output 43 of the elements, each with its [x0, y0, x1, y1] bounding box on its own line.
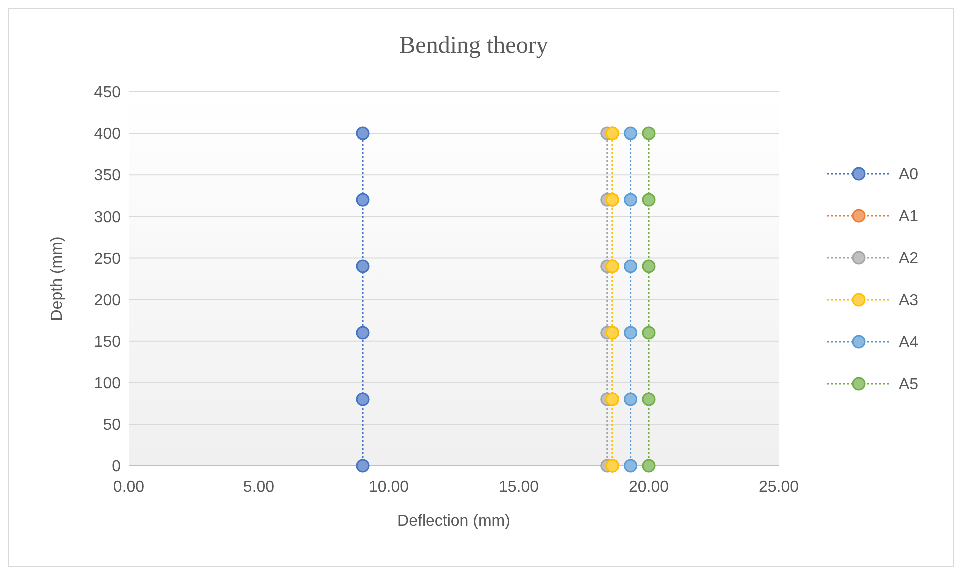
point	[356, 392, 370, 406]
point	[624, 326, 638, 340]
x-tick-label: 25.00	[758, 479, 800, 496]
point	[356, 260, 370, 274]
point	[356, 326, 370, 340]
y-tick-label: 0	[112, 458, 122, 476]
x-tick-label: 15.00	[498, 479, 540, 496]
x-tick-label: 5.00	[243, 479, 275, 496]
point	[642, 193, 656, 207]
point	[642, 392, 656, 406]
point	[624, 193, 638, 207]
legend-label: A5	[899, 376, 919, 394]
point	[642, 459, 656, 473]
legend-label: A4	[899, 334, 919, 352]
legend-label: A1	[899, 208, 919, 226]
y-tick-label: 200	[94, 292, 122, 310]
legend-label: A3	[899, 292, 919, 310]
legend-label: A0	[899, 166, 919, 184]
y-tick-label: 350	[94, 168, 122, 185]
point	[356, 126, 370, 140]
y-tick-label: 400	[94, 126, 122, 144]
y-axis-title: Depth (mm)	[49, 236, 66, 322]
point	[642, 260, 656, 274]
point	[624, 126, 638, 140]
point	[624, 392, 638, 406]
legend-label: A2	[899, 250, 919, 268]
x-tick-label: 10.00	[368, 479, 410, 496]
chart-title: Bending theory	[400, 33, 548, 59]
y-tick-label: 300	[94, 209, 122, 226]
y-tick-label: 150	[94, 334, 122, 351]
y-tick-label: 100	[94, 375, 122, 392]
y-tick-label: 250	[94, 250, 122, 268]
x-tick-label: 0.00	[113, 479, 145, 496]
point	[356, 459, 370, 473]
y-tick-label: 450	[94, 84, 122, 102]
point	[624, 459, 638, 473]
x-tick-label: 20.00	[628, 479, 670, 496]
point	[624, 260, 638, 274]
y-tick-label: 50	[103, 417, 122, 434]
point	[642, 326, 656, 340]
x-axis-title: Deflection (mm)	[398, 513, 510, 530]
point	[356, 193, 370, 207]
point	[642, 126, 656, 140]
